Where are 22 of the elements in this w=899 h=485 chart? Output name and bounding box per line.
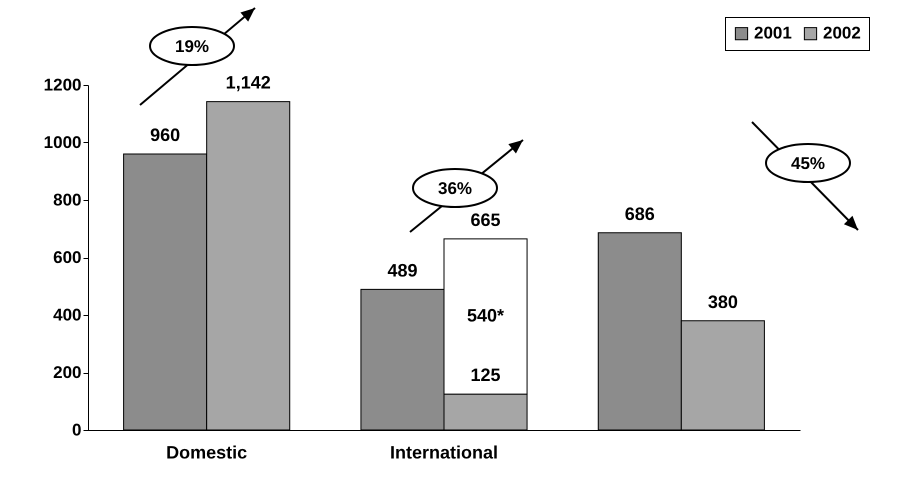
data-label: 960 bbox=[150, 125, 180, 145]
y-tick-label: 1200 bbox=[44, 76, 82, 94]
annotation: 665 bbox=[470, 210, 501, 230]
data-label: 380 bbox=[708, 292, 738, 312]
data-label: 489 bbox=[387, 260, 418, 280]
data-label: 125 bbox=[470, 365, 501, 386]
data-label: 686 bbox=[624, 204, 655, 224]
y-tick-label: 400 bbox=[53, 306, 82, 324]
y-tick-label: 200 bbox=[53, 363, 82, 382]
text: 19% bbox=[174, 37, 210, 56]
data-label: 1,142 bbox=[226, 72, 271, 93]
data-label: 540* bbox=[467, 305, 504, 326]
legend-label: 2001 bbox=[754, 24, 792, 43]
y-tick-label: 800 bbox=[53, 190, 82, 210]
y-tick-label: 0 bbox=[72, 420, 82, 440]
legend-label: 2002 bbox=[823, 24, 861, 43]
x-tick-label: International bbox=[390, 442, 498, 462]
annotation: 36% bbox=[438, 179, 472, 198]
annotation: 45% bbox=[790, 154, 826, 173]
x-tick-label: Domestic bbox=[166, 442, 248, 462]
y-tick-label: 1000 bbox=[44, 133, 82, 152]
y-tick-label: 600 bbox=[53, 248, 82, 267]
